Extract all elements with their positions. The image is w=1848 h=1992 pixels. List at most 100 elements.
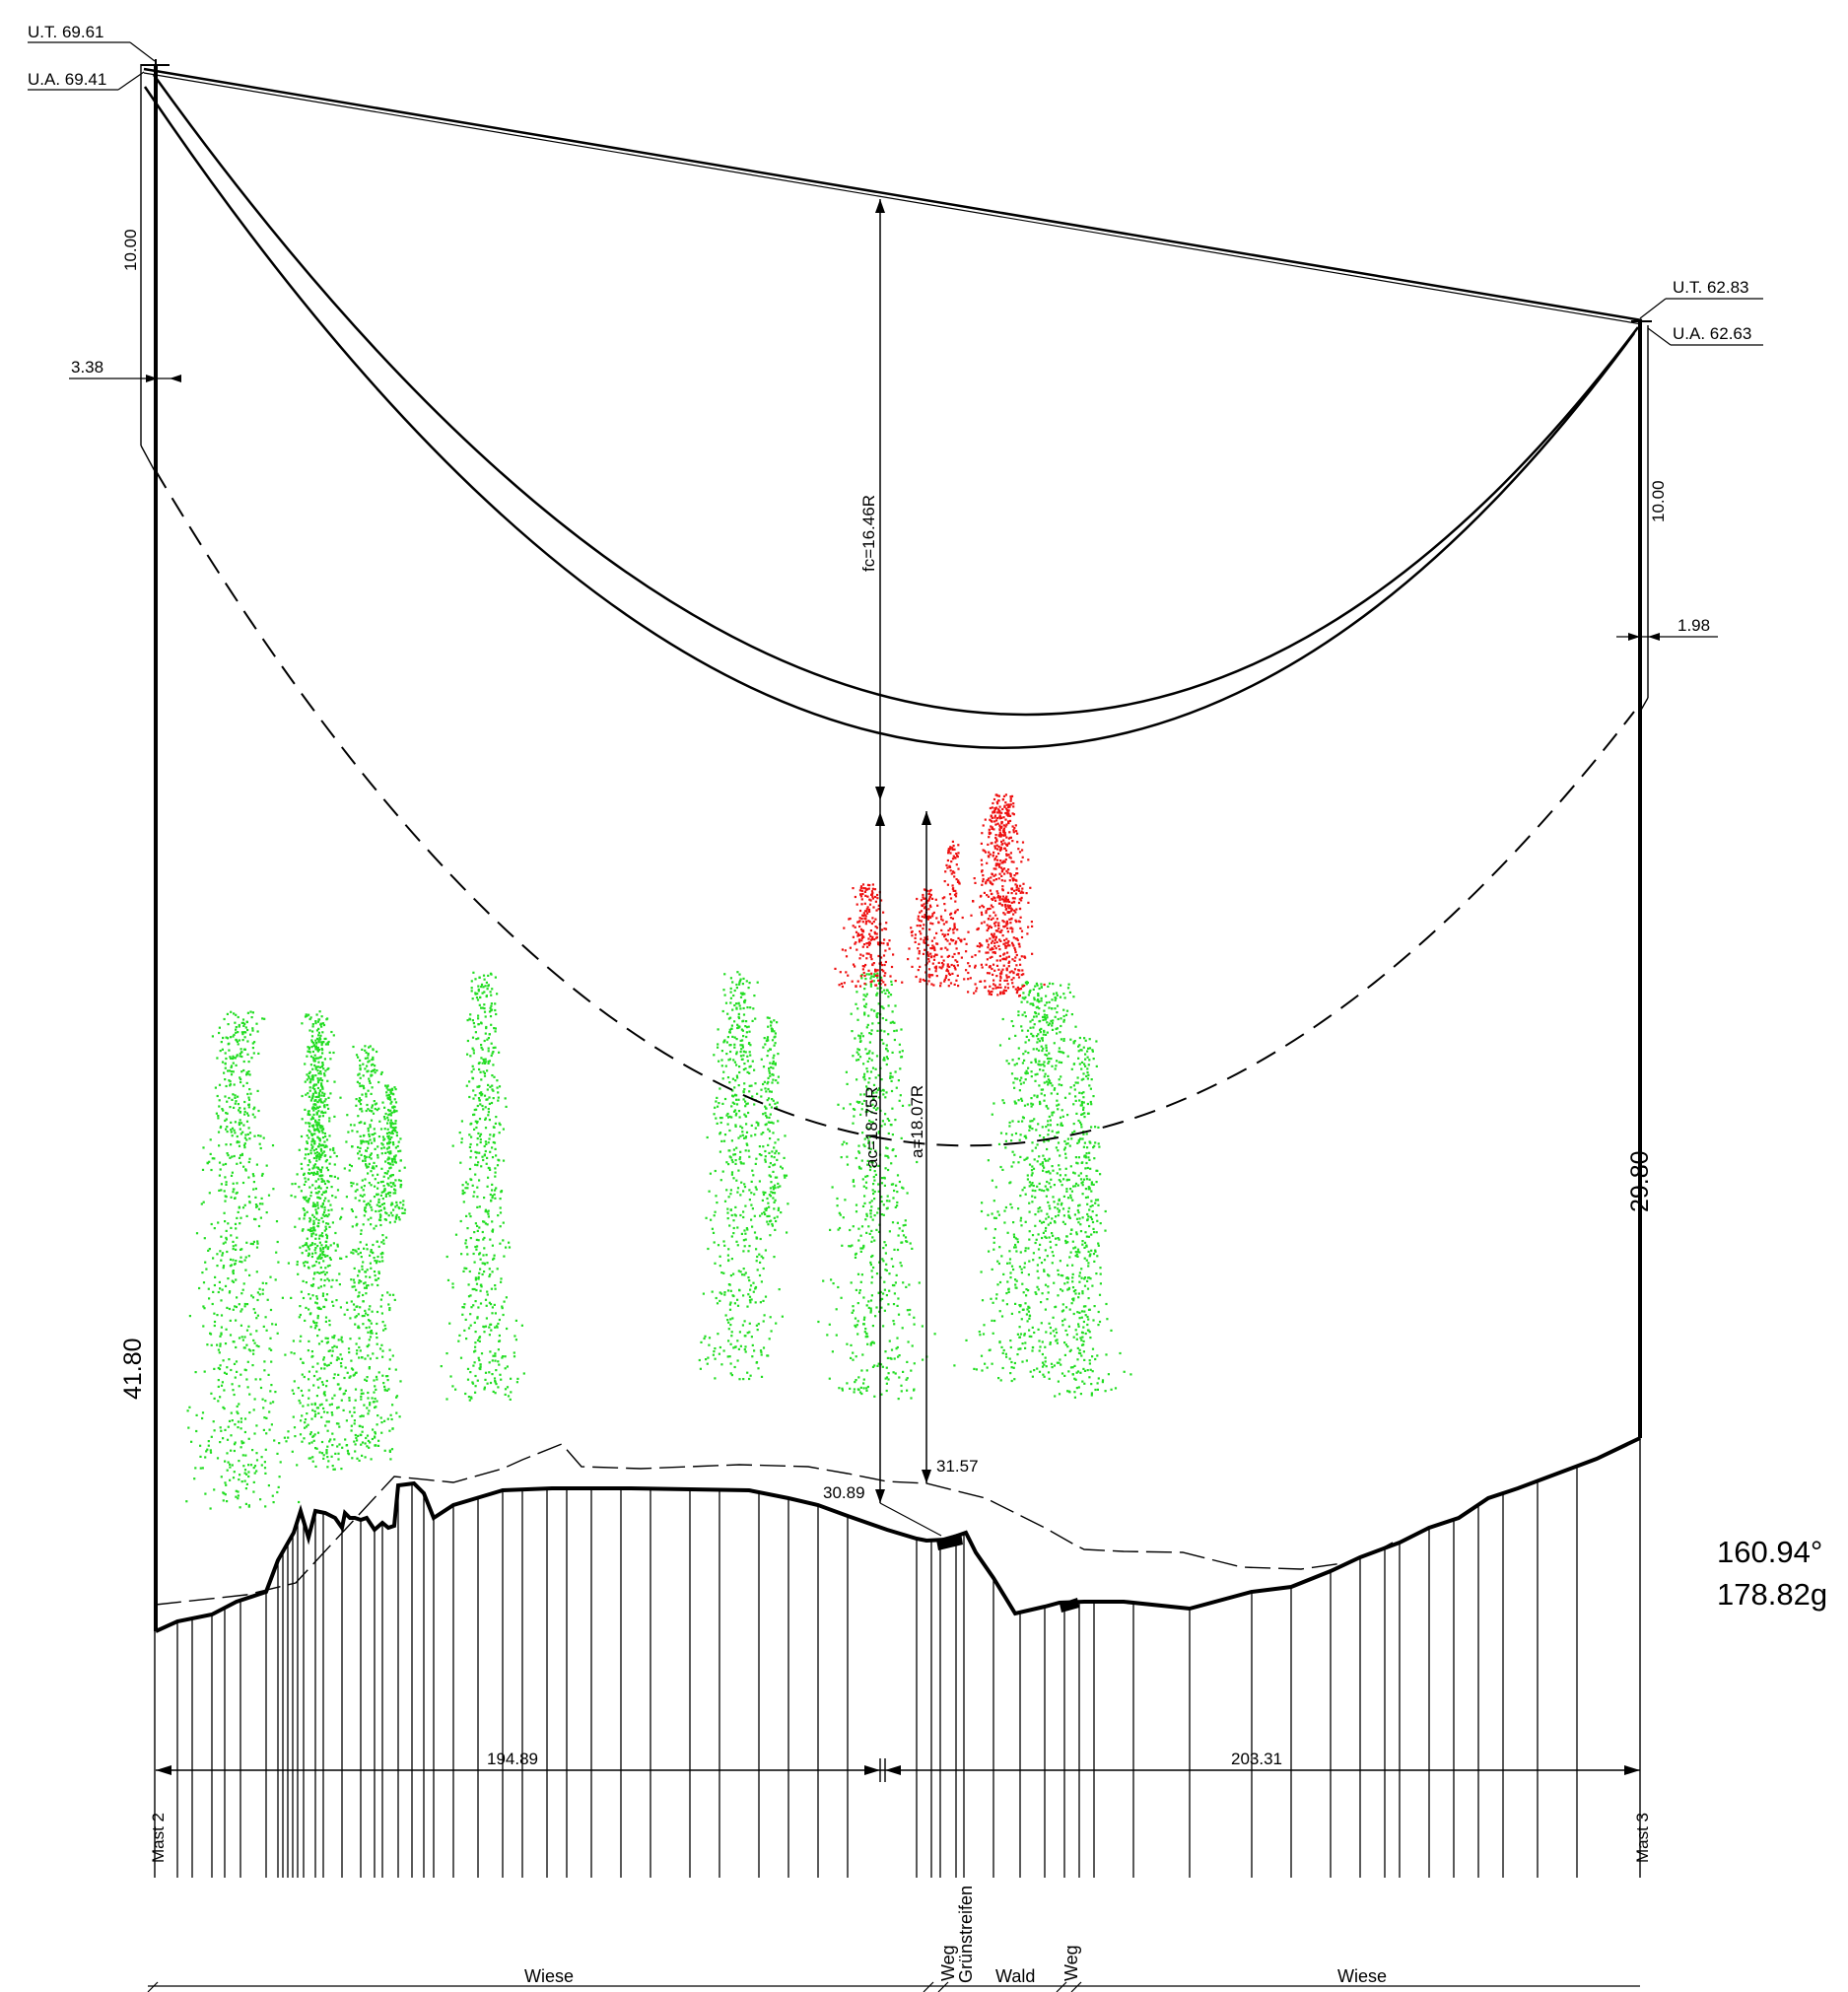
vegetation-point xyxy=(359,1251,362,1255)
vegetation-point xyxy=(774,1032,777,1035)
vegetation-point xyxy=(260,1197,263,1200)
vegetation-point xyxy=(312,1164,315,1167)
vegetation-point xyxy=(744,1051,747,1054)
vegetation-point xyxy=(747,1025,750,1028)
vegetation-point xyxy=(479,1289,482,1292)
vegetation-point xyxy=(1024,996,1027,998)
vegetation-point xyxy=(1030,1184,1033,1187)
vegetation-point xyxy=(739,1194,742,1197)
vegetation-point xyxy=(477,1023,480,1026)
vegetation-point xyxy=(309,1064,312,1066)
vegetation-point xyxy=(478,1336,482,1339)
vegetation-point xyxy=(325,1271,328,1274)
vegetation-point xyxy=(257,1134,260,1137)
vegetation-point xyxy=(308,1159,310,1162)
vegetation-point xyxy=(229,1036,233,1039)
vegetation-point xyxy=(1019,1195,1022,1198)
vegetation-point xyxy=(235,1028,238,1031)
vegetation-point xyxy=(322,1211,326,1214)
vegetation-point xyxy=(1056,1341,1059,1344)
vegetation-point xyxy=(754,1082,757,1085)
vegetation-point xyxy=(488,1326,491,1329)
vegetation-point xyxy=(300,1190,303,1193)
vegetation-point xyxy=(239,1128,241,1131)
vegetation-point xyxy=(220,1332,223,1335)
vegetation-point xyxy=(767,1080,770,1083)
vegetation-point xyxy=(983,1324,986,1327)
vegetation-point xyxy=(399,1202,402,1204)
vegetation-point xyxy=(307,1172,310,1175)
vegetation-point xyxy=(886,1147,889,1150)
vegetation-point xyxy=(385,1086,388,1089)
vegetation-point xyxy=(365,1379,369,1382)
vegetation-point xyxy=(736,1187,740,1190)
vegetation-point xyxy=(372,1063,375,1065)
vegetation-point xyxy=(765,1107,768,1110)
vegetation-point xyxy=(997,1262,1000,1266)
vegetation-point xyxy=(321,1125,324,1128)
vegetation-point xyxy=(750,1124,753,1127)
vegetation-point xyxy=(905,1378,908,1381)
vegetation-point xyxy=(868,1095,871,1098)
vegetation-point xyxy=(750,1218,753,1221)
vegetation-point xyxy=(366,1166,369,1169)
vegetation-point xyxy=(1024,1193,1027,1196)
vegetation-point xyxy=(360,1443,363,1446)
vegetation-point xyxy=(373,1391,376,1394)
vegetation-point xyxy=(384,1112,387,1116)
vegetation-point xyxy=(224,1176,227,1179)
vegetation-point xyxy=(1060,1024,1062,1028)
vegetation-point xyxy=(303,1208,306,1211)
vegetation-point xyxy=(859,1113,862,1116)
vegetation-point xyxy=(359,1146,362,1149)
vegetation-point xyxy=(199,1455,202,1458)
vegetation-point xyxy=(393,1098,396,1101)
vegetation-point xyxy=(263,1461,266,1464)
vegetation-point xyxy=(323,1273,327,1276)
vegetation-point xyxy=(240,1324,242,1327)
vegetation-point xyxy=(230,1057,233,1060)
vegetation-point xyxy=(852,1358,855,1361)
vegetation-point xyxy=(852,1179,855,1182)
vegetation-point xyxy=(232,1477,236,1479)
vegetation-point xyxy=(1058,1103,1061,1106)
vegetation-point xyxy=(1017,1207,1020,1210)
vegetation-point xyxy=(992,1248,995,1251)
vegetation-point xyxy=(1060,1038,1062,1041)
vegetation-point xyxy=(988,1250,991,1253)
vegetation-point xyxy=(743,1113,746,1116)
vegetation-point xyxy=(855,1210,858,1213)
vegetation-point xyxy=(732,994,735,997)
vegetation-point xyxy=(217,1290,220,1294)
vegetation-point xyxy=(240,1440,243,1443)
vegetation-point xyxy=(225,1128,228,1131)
vegetation-point xyxy=(310,1125,314,1128)
vegetation-point xyxy=(365,1149,368,1152)
vegetation-point xyxy=(1073,1213,1076,1216)
vegetation-point xyxy=(1069,1197,1072,1200)
vegetation-point xyxy=(374,1103,376,1106)
vegetation-point xyxy=(1044,1033,1048,1036)
vegetation-point xyxy=(363,1200,366,1202)
vegetation-point xyxy=(366,1344,369,1347)
vegetation-point xyxy=(506,1327,509,1331)
vegetation-point xyxy=(330,1354,333,1357)
vegetation-point xyxy=(492,1051,495,1054)
vegetation-point xyxy=(317,1197,320,1200)
vegetation-point xyxy=(873,1364,876,1367)
vegetation-point xyxy=(758,1153,761,1156)
vegetation-point xyxy=(1040,1037,1043,1040)
vegetation-point xyxy=(235,1305,238,1309)
vegetation-point xyxy=(311,1408,314,1411)
vegetation-point xyxy=(993,1228,996,1231)
vegetation-point xyxy=(263,1369,266,1372)
vegetation-point xyxy=(296,1173,299,1176)
vegetation-point xyxy=(312,1374,316,1378)
vegetation-point xyxy=(880,1306,883,1309)
vegetation-point xyxy=(869,1032,873,1036)
vegetation-point xyxy=(317,1307,320,1310)
vegetation-point xyxy=(343,1167,346,1170)
vegetation-point xyxy=(219,1335,222,1338)
vegetation-point xyxy=(739,1039,742,1042)
vegetation-point xyxy=(389,1114,392,1117)
